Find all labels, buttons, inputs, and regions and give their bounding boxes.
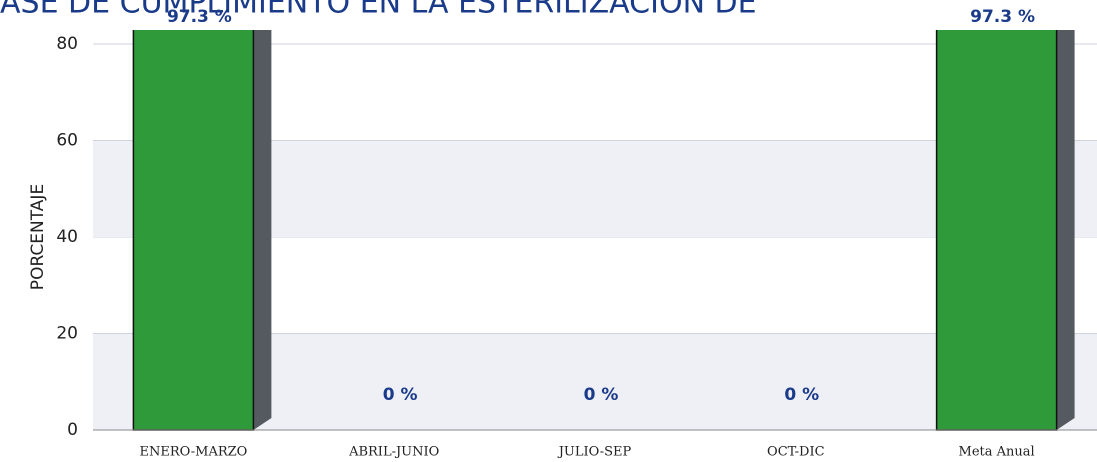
bar-side xyxy=(253,30,272,430)
x-tick-label: JULIO-SEP xyxy=(557,445,632,460)
value-label: 97.3 % xyxy=(167,7,232,27)
y-tick-label: 80 xyxy=(56,34,78,54)
x-tick-label: ENERO-MARZO xyxy=(139,445,247,460)
value-label: 0 % xyxy=(383,385,418,405)
bar xyxy=(132,30,255,431)
y-axis-label: PORCENTAJE xyxy=(28,184,48,290)
x-tick-label: Meta Anual xyxy=(959,445,1035,460)
y-tick-label: 20 xyxy=(56,324,78,344)
value-label: 97.3 % xyxy=(970,7,1035,27)
chart-title: ASE DE CUMPLIMIENTO EN LA ESTERILIZACION… xyxy=(0,0,757,21)
bar xyxy=(935,30,1058,431)
value-label: 0 % xyxy=(584,385,619,405)
y-tick-label: 40 xyxy=(56,227,78,247)
x-tick-label: OCT-DIC xyxy=(767,445,825,460)
x-tick-label: ABRIL-JUNIO xyxy=(348,445,439,460)
value-label: 0 % xyxy=(784,385,819,405)
y-tick-label: 0 xyxy=(67,420,78,440)
bar-side xyxy=(1056,30,1075,430)
y-tick-label: 60 xyxy=(56,131,78,151)
